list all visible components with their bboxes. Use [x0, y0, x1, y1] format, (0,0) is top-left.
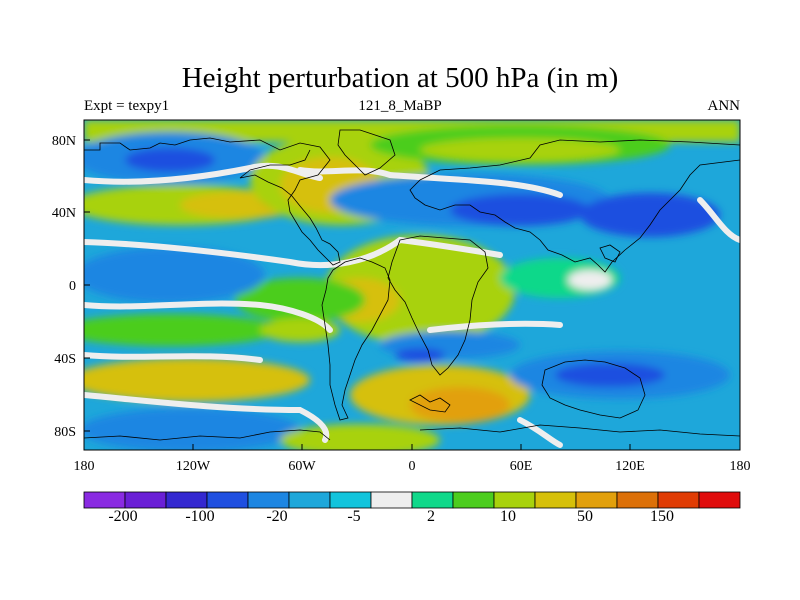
x-tick-60e: 60E [510, 459, 533, 474]
y-tick-0: 0 [69, 279, 76, 294]
colorbar-box [493, 491, 536, 509]
x-tick-120w: 120W [176, 459, 211, 474]
x-tick-60w: 60W [288, 459, 316, 474]
colorbar-box [534, 491, 577, 509]
colorbar-box [370, 491, 413, 509]
x-tick-120e: 120E [615, 459, 645, 474]
colorbar-box [452, 491, 495, 509]
colorbar-label-2: 2 [427, 508, 435, 525]
colorbar-label-50: 50 [577, 508, 593, 525]
y-tick-40s: 40S [54, 352, 76, 367]
coastlines [84, 129, 740, 441]
colorbar-box [206, 491, 249, 509]
x-tick-180w: 180 [74, 459, 95, 474]
colorbar-box [657, 491, 700, 509]
colorbar-box [124, 491, 167, 509]
season-label: ANN [707, 98, 741, 114]
plot-title: Height perturbation at 500 hPa (in m) [181, 62, 619, 94]
experiment-label: Expt = texpy1 [84, 98, 170, 114]
colorbar-label-neg200: -200 [108, 508, 138, 525]
colorbar-label-neg5: -5 [347, 508, 361, 525]
colorbar-box [616, 491, 659, 509]
axis-ticks [83, 139, 741, 450]
colorbar-box [575, 491, 618, 509]
colorbar-box [329, 491, 372, 509]
colorbar-box [288, 491, 331, 509]
y-tick-80n: 80N [52, 134, 76, 149]
y-tick-80s: 80S [54, 425, 76, 440]
colorbar-box [165, 491, 208, 509]
x-tick-180e: 180 [730, 459, 751, 474]
x-tick-0: 0 [409, 459, 416, 474]
colorbar-box [411, 491, 454, 509]
colorbar-label-150: 150 [650, 508, 674, 525]
colorbar-label-neg100: -100 [185, 508, 215, 525]
case-label: 121_8_MaBP [358, 98, 442, 114]
x-tick-labels: 180 120W 60W 0 60E 120E 180 [74, 459, 751, 474]
colorbar-box [83, 491, 126, 509]
colorbar-box [247, 491, 290, 509]
colorbar-box [698, 491, 741, 509]
contour-field [84, 120, 740, 450]
y-tick-labels: 80N 40N 0 40S 80S [52, 134, 76, 440]
colorbar-label-10: 10 [500, 508, 516, 525]
colorbar-label-neg20: -20 [266, 508, 288, 525]
colorbar [83, 491, 741, 509]
y-tick-40n: 40N [52, 206, 76, 221]
